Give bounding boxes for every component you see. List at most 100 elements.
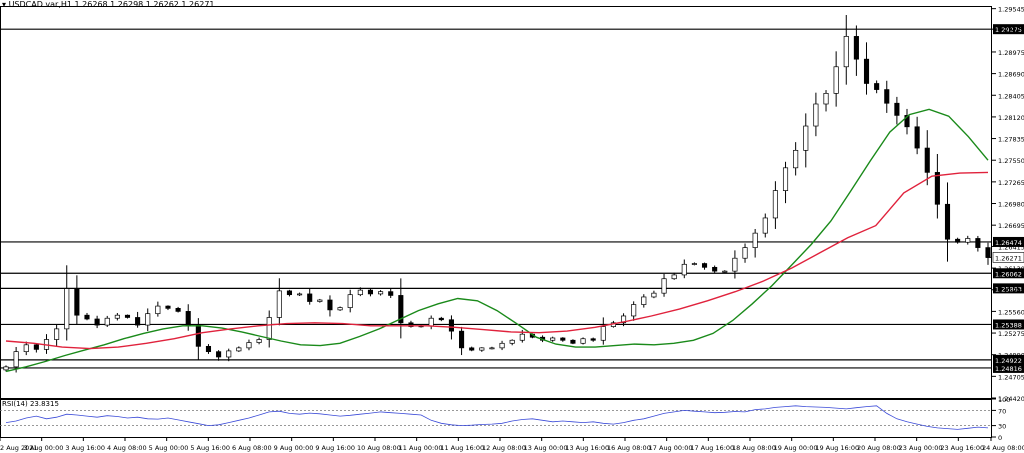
time-tick-label: 2 Aug 2021	[0, 444, 38, 452]
time-tick-label: 16 Aug 08:00	[607, 444, 651, 452]
price-axis[interactable]: 1.29545 1.29275 1.28975 1.28690 1.28405 1.281…	[986, 6, 1024, 403]
candle-body	[955, 238, 961, 243]
candle-body	[914, 126, 920, 149]
time-tick-label: 17 Aug 00:00	[649, 444, 693, 452]
ohlc-label: 1.26268 1.26298 1.26262 1.26271	[74, 0, 215, 9]
candle-body	[550, 337, 556, 341]
candle-body	[904, 115, 910, 128]
rsi-line	[5, 405, 989, 430]
level-label: 1.29275	[995, 26, 1022, 34]
price-tick-label: 1.28405	[998, 92, 1024, 100]
candle-body	[448, 319, 454, 332]
level-label: 1.26062	[995, 270, 1022, 278]
candle-body	[863, 58, 870, 84]
candle-body	[874, 83, 880, 90]
time-tick-label: 11 Aug 00:00	[399, 444, 443, 452]
candle-body	[388, 291, 394, 296]
candle-body	[934, 172, 940, 205]
candle-body	[307, 293, 313, 302]
candle-body	[985, 247, 991, 258]
candle-body	[499, 342, 505, 349]
main-panel-border	[0, 6, 992, 399]
candle-body	[924, 147, 930, 173]
candle-body	[459, 330, 465, 349]
candle-body	[722, 270, 728, 273]
rsi-tick-label: 100	[998, 396, 1010, 404]
time-tick-label: 18 Aug 08:00	[732, 444, 776, 452]
candle-body	[317, 299, 323, 302]
price-tick-label: 1.27550	[998, 157, 1024, 165]
candle-body	[691, 263, 697, 265]
time-tick-label: 23 Aug 00:00	[899, 444, 943, 452]
time-tick-label: 12 Aug 08:00	[482, 444, 526, 452]
candle-body	[701, 263, 708, 268]
candle-body	[367, 289, 374, 295]
candlestick-series	[3, 15, 991, 373]
candle-body	[337, 307, 343, 311]
candle-body	[408, 322, 414, 327]
candle-body	[175, 308, 181, 312]
candle-body	[742, 247, 748, 259]
candle-body	[205, 345, 212, 353]
level-label: 1.26474	[995, 239, 1022, 247]
time-tick-label: 10 Aug 08:00	[357, 444, 401, 452]
candle-body	[965, 238, 971, 243]
candle-body	[64, 288, 70, 330]
current-price-tag	[992, 252, 1024, 263]
candle-body	[297, 293, 303, 296]
rsi-panel-border	[0, 399, 992, 438]
candle-body	[560, 337, 566, 341]
candle-body	[944, 203, 951, 240]
candle-body	[155, 305, 161, 315]
candle-body	[894, 102, 900, 116]
price-tick-label: 1.29545	[998, 6, 1024, 14]
level-tag	[993, 283, 1024, 294]
time-tick-label: 3 Aug 00:00	[24, 444, 64, 452]
level-label: 1.24922	[995, 357, 1022, 365]
support-resistance-lines[interactable]: 1.29275 1.26474 1.26062 1.25863 1.25388 1.249…	[0, 24, 1024, 373]
candle-body	[216, 351, 222, 358]
candle-body	[884, 89, 890, 104]
time-tick-label: 5 Aug 00:00	[149, 444, 189, 452]
level-tag	[993, 362, 1024, 373]
price-tick-label: 1.27265	[998, 179, 1024, 187]
candle-body	[631, 304, 637, 317]
candle-body	[782, 167, 789, 191]
symbol-label: USDCAD.var,H1	[8, 0, 72, 9]
candle-body	[94, 318, 100, 326]
time-tick-label: 11 Aug 16:00	[440, 444, 484, 452]
candle-body	[681, 263, 687, 276]
candle-body	[651, 292, 657, 298]
candle-body	[580, 338, 586, 344]
green-moving-average-line	[5, 108, 989, 373]
candle-body	[165, 305, 171, 309]
time-tick-label: 13 Aug 00:00	[524, 444, 568, 452]
candle-body	[236, 347, 242, 352]
candle-body	[641, 296, 647, 305]
price-tick-label: 1.26130	[998, 265, 1024, 273]
rsi-title: RSI(14) 23.8315	[2, 400, 59, 408]
time-tick-label: 6 Aug 08:00	[232, 444, 272, 452]
level-tag	[993, 354, 1024, 365]
candle-body	[135, 317, 141, 326]
price-tick-label: 1.24705	[998, 373, 1024, 381]
price-tick-label: 1.25560	[998, 308, 1024, 316]
candle-body	[479, 347, 485, 351]
candle-body	[590, 338, 596, 341]
candle-body	[226, 350, 232, 358]
triangle-down-icon[interactable]: ▾	[2, 0, 7, 9]
candle-body	[620, 315, 627, 324]
candle-body	[732, 257, 738, 272]
candle-body	[772, 190, 778, 219]
candle-body	[256, 339, 262, 343]
candle-body	[813, 103, 819, 127]
current-price-label: 1.26271	[995, 254, 1022, 262]
time-tick-label: 13 Aug 16:00	[565, 444, 609, 452]
candle-body	[357, 289, 363, 296]
candle-body	[671, 274, 677, 280]
candle-body	[570, 339, 576, 344]
rsi-tick-label: 0	[998, 434, 1002, 442]
candle-body	[853, 36, 859, 60]
